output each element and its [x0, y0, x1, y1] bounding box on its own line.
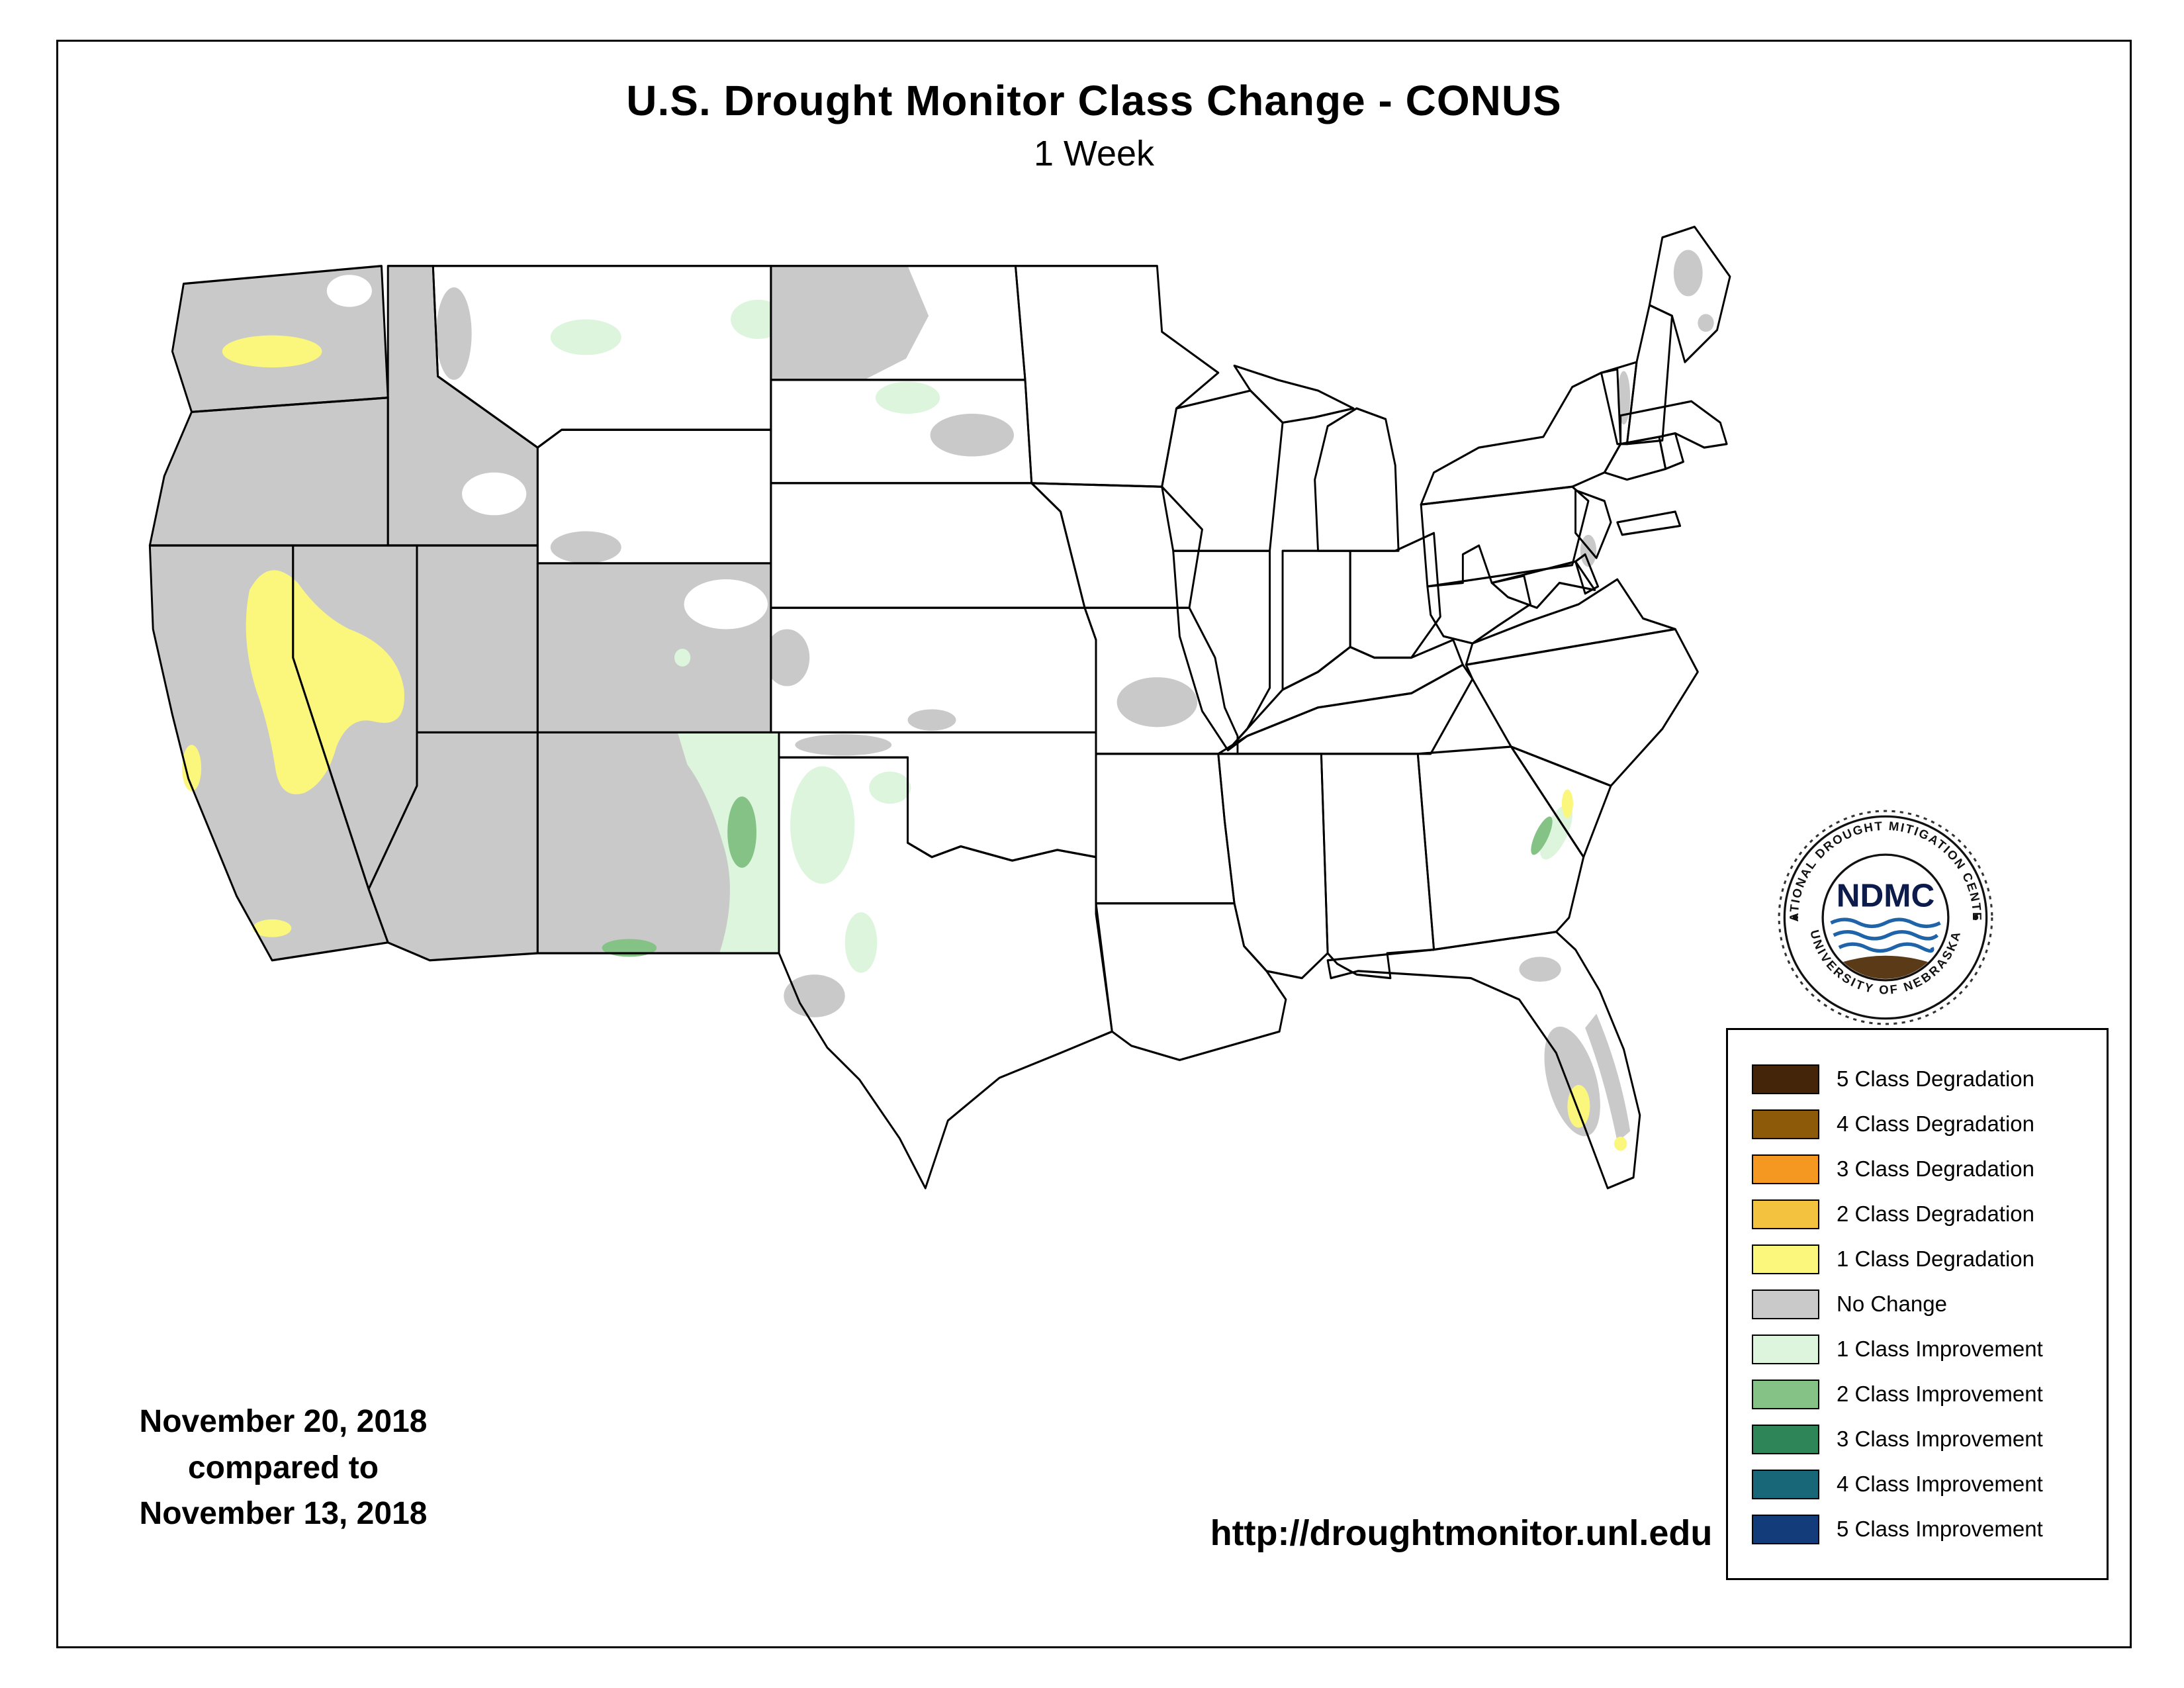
- patch-socal-degradation1: [252, 919, 292, 937]
- date-line-2: compared to: [187, 1450, 379, 1485]
- ndmc-logo: NATIONAL DROUGHT MITIGATION CENTER UNIVE…: [1776, 808, 1995, 1027]
- patch-co-improvement1: [674, 649, 691, 667]
- legend-label: 5 Class Improvement: [1837, 1517, 2043, 1541]
- patch-fl-se-degradation1: [1614, 1137, 1627, 1151]
- patch-mo-nochange: [1116, 677, 1198, 727]
- logo-separator-dot-left: [1792, 914, 1798, 921]
- patch-co-nodata: [684, 579, 768, 630]
- patch-me-east-nochange: [1698, 314, 1714, 332]
- map-subtitle: 1 Week: [1033, 134, 1155, 173]
- legend-swatch: [1752, 1379, 1819, 1409]
- date-line-3: November 13, 2018: [139, 1496, 428, 1532]
- date-line-1: November 20, 2018: [139, 1404, 428, 1439]
- legend-swatch: [1752, 1199, 1819, 1229]
- legend-item: 4 Class Degradation: [1752, 1102, 2100, 1147]
- patch-ca-coast-degradation1: [181, 745, 202, 792]
- patch-tx-panhandle-improvement1: [869, 771, 911, 804]
- legend: 5 Class Degradation 4 Class Degradation …: [1726, 1028, 2109, 1580]
- legend-label: 3 Class Degradation: [1837, 1156, 2034, 1181]
- state-ny: [1421, 369, 1621, 505]
- legend-swatch: [1752, 1424, 1819, 1454]
- legend-item: 1 Class Degradation: [1752, 1237, 2100, 1282]
- legend-item: 5 Class Degradation: [1752, 1056, 2100, 1102]
- state-or: [150, 397, 388, 546]
- patch-wy-nochange: [550, 531, 621, 563]
- legend-item: 1 Class Improvement: [1752, 1327, 2100, 1372]
- patch-ok-panhandle-nochange: [795, 734, 892, 756]
- legend-item: 2 Class Degradation: [1752, 1192, 2100, 1237]
- patch-nfl-nochange: [1519, 957, 1561, 982]
- patch-ga-coast-group: [1531, 804, 1572, 860]
- legend-item: 2 Class Improvement: [1752, 1372, 2100, 1417]
- patch-tx-improvement1: [790, 766, 855, 884]
- logo-tick-ring: [1778, 810, 1993, 1025]
- legend-label: 1 Class Degradation: [1837, 1246, 2034, 1271]
- state-wi: [1161, 391, 1283, 551]
- legend-swatch: [1752, 1514, 1819, 1544]
- legend-label: 2 Class Degradation: [1837, 1201, 2034, 1226]
- legend-item: 4 Class Improvement: [1752, 1462, 2100, 1507]
- source-url: http://droughtmonitor.unl.edu: [1210, 1513, 1713, 1553]
- patch-ga-improvement2: [1531, 816, 1553, 855]
- legend-label: 3 Class Improvement: [1837, 1427, 2043, 1451]
- patch-tx-south-improvement1: [844, 912, 878, 973]
- patch-ga-improvement1: [1539, 804, 1572, 860]
- patch-mt-nochange-west: [441, 379, 535, 465]
- legend-swatch: [1752, 1469, 1819, 1499]
- patch-wa-degradation1: [222, 335, 322, 368]
- patch-tx-bigbend-nochange: [784, 974, 845, 1017]
- legend-label: 4 Class Improvement: [1837, 1472, 2043, 1496]
- logo-wave-2: [1833, 929, 1939, 941]
- map-area: [111, 207, 1752, 1240]
- conus-map: [148, 225, 1731, 1190]
- legend-swatch: [1752, 1109, 1819, 1139]
- legend-label: 4 Class Degradation: [1837, 1111, 2034, 1136]
- patch-sd-improvement1: [875, 381, 940, 414]
- logo-wave-3: [1838, 942, 1934, 953]
- legend-item: No Change: [1752, 1282, 2100, 1327]
- patch-ca-nv-degradation1: [246, 570, 404, 794]
- legend-item: 3 Class Degradation: [1752, 1147, 2100, 1192]
- patch-wa-nodata: [326, 275, 372, 307]
- legend-swatch: [1752, 1334, 1819, 1364]
- patch-ks-nochange: [907, 709, 956, 731]
- logo-separator-dot-right: [1973, 914, 1979, 921]
- legend-label: 1 Class Improvement: [1837, 1336, 2043, 1361]
- logo-wave-1: [1830, 917, 1941, 929]
- state-ut: [416, 545, 538, 733]
- patch-fl-eastcoast-nochange: [1585, 1013, 1631, 1143]
- legend-swatch: [1752, 1244, 1819, 1274]
- logo-inner-circle: [1821, 853, 1950, 982]
- map-title: U.S. Drought Monitor Class Change - CONU…: [626, 77, 1562, 124]
- outer-border: U.S. Drought Monitor Class Change - CONU…: [56, 40, 2132, 1648]
- patch-co-ks-nochange: [764, 629, 810, 686]
- legend-swatch: [1752, 1289, 1819, 1319]
- legend-swatch: [1752, 1154, 1819, 1184]
- patch-nm-improvement2: [727, 796, 756, 868]
- patch-vt-nochange: [1617, 371, 1631, 425]
- legend-label: No Change: [1837, 1291, 1947, 1316]
- patch-me-nochange: [1673, 250, 1703, 297]
- patch-sd-nochange: [930, 414, 1014, 457]
- legend-item: 3 Class Improvement: [1752, 1417, 2100, 1462]
- legend-label: 2 Class Improvement: [1837, 1382, 2043, 1406]
- logo-acronym: NDMC: [1837, 878, 1934, 914]
- patch-id-nodata: [462, 472, 527, 516]
- patch-mt-improvement1: [550, 319, 621, 355]
- patch-mt-nochange: [436, 287, 472, 380]
- state-ar: [1096, 753, 1235, 904]
- legend-swatch: [1752, 1064, 1819, 1094]
- patch-nd-nochange: [770, 265, 929, 380]
- patch-sc-coast-degradation1: [1561, 789, 1573, 818]
- date-block: November 20, 2018 compared to November 1…: [105, 1399, 462, 1537]
- legend-item: 5 Class Improvement: [1752, 1507, 2100, 1552]
- state-al: [1321, 753, 1434, 978]
- change-patches: [181, 250, 1714, 1151]
- state-ne: [770, 483, 1085, 608]
- legend-label: 5 Class Degradation: [1837, 1066, 2034, 1091]
